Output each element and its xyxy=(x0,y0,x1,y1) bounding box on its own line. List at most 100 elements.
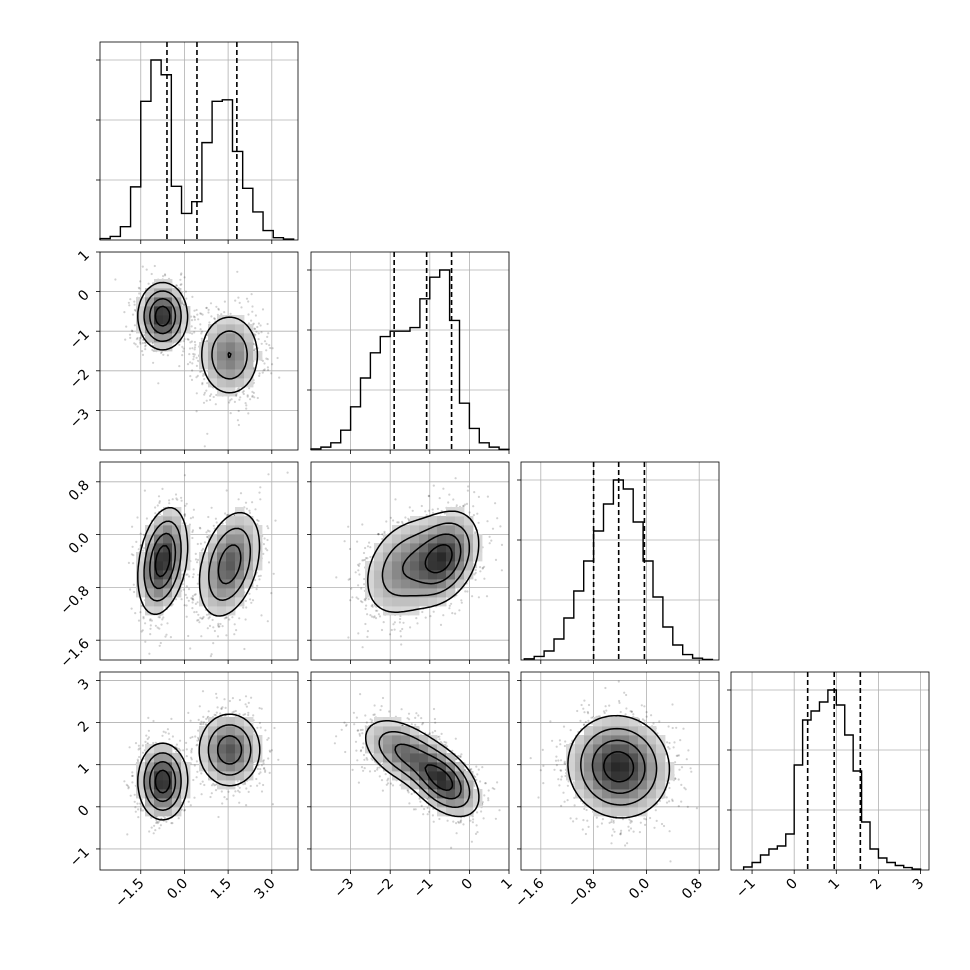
scatter-point xyxy=(231,711,234,714)
scatter-point xyxy=(192,598,195,602)
density-cell xyxy=(244,342,254,352)
scatter-point xyxy=(246,395,249,398)
scatter-point xyxy=(201,330,204,333)
density-cell xyxy=(226,588,236,598)
scatter-point xyxy=(253,349,256,352)
scatter-point xyxy=(237,409,240,413)
scatter-point xyxy=(185,615,188,618)
scatter-point xyxy=(209,655,212,658)
scatter-point xyxy=(179,739,182,742)
scatter-point xyxy=(125,325,128,328)
y-tick-label: 0.0 xyxy=(66,530,93,557)
scatter-point xyxy=(257,322,260,325)
scatter-point xyxy=(215,393,218,397)
scatter-point xyxy=(215,521,218,524)
scatter-point xyxy=(130,607,133,610)
scatter-point xyxy=(200,720,203,723)
density-cell xyxy=(235,333,245,343)
scatter-point xyxy=(270,592,273,595)
scatter-point xyxy=(237,387,240,390)
y-tick-label: 1 xyxy=(75,248,93,266)
scatter-point xyxy=(183,808,186,812)
density-cell xyxy=(181,552,191,562)
scatter-point xyxy=(245,705,248,708)
scatter-point xyxy=(209,394,212,398)
scatter-point xyxy=(141,751,145,754)
panel-area xyxy=(100,252,298,450)
scatter-point xyxy=(129,588,132,591)
density-cell xyxy=(217,342,227,352)
scatter-point xyxy=(248,509,251,512)
histogram-panel-3: −1 0 1 2 3 xyxy=(727,671,930,902)
density-cell xyxy=(181,315,191,325)
density-cell xyxy=(244,543,254,553)
scatter-point xyxy=(182,340,185,343)
density-cell xyxy=(145,552,155,562)
scatter-point xyxy=(181,583,184,586)
scatter-point xyxy=(223,796,226,799)
scatter-point xyxy=(152,523,155,526)
scatter-point xyxy=(182,347,185,350)
density-cell xyxy=(154,342,164,352)
scatter-point xyxy=(206,432,209,435)
density-cell xyxy=(172,552,182,562)
scatter-point xyxy=(265,342,268,345)
density-cell xyxy=(208,561,218,571)
density-cell xyxy=(136,306,146,316)
density-panel-0-2: −1.6−0.80.00.8 xyxy=(57,461,299,671)
scatter-point xyxy=(188,575,191,578)
scatter-point xyxy=(189,647,192,650)
scatter-point xyxy=(266,358,269,361)
scatter-point xyxy=(193,611,196,614)
scatter-point xyxy=(143,489,146,492)
scatter-point xyxy=(206,529,210,532)
scatter-point xyxy=(195,356,198,359)
scatter-point xyxy=(215,711,218,714)
scatter-point xyxy=(191,529,195,532)
scatter-point xyxy=(163,273,167,276)
scatter-point xyxy=(257,338,260,341)
scatter-point xyxy=(123,311,126,314)
scatter-point xyxy=(263,340,267,343)
scatter-point xyxy=(169,636,172,639)
scatter-point xyxy=(141,744,144,747)
density-cell xyxy=(226,342,236,352)
scatter-point xyxy=(205,531,208,534)
scatter-point xyxy=(202,401,206,404)
scatter-point xyxy=(196,558,200,562)
scatter-point xyxy=(133,303,136,306)
scatter-point xyxy=(223,311,226,314)
scatter-point xyxy=(251,310,254,313)
scatter-point xyxy=(213,317,216,320)
scatter-point xyxy=(259,498,262,501)
scatter-point xyxy=(207,617,210,620)
scatter-point xyxy=(190,378,194,381)
y-tick-label: −1.6 xyxy=(57,636,92,671)
y-tick-label: 0.8 xyxy=(66,477,93,504)
scatter-point xyxy=(266,549,269,552)
scatter-point xyxy=(201,780,204,783)
scatter-point xyxy=(182,588,185,591)
density-cell xyxy=(136,324,146,334)
scatter-point xyxy=(247,300,250,303)
scatter-point xyxy=(226,513,229,517)
density-cell xyxy=(226,570,236,580)
density-cell xyxy=(181,306,191,316)
scatter-point xyxy=(260,342,263,345)
scatter-point xyxy=(175,284,178,287)
scatter-point xyxy=(164,635,167,638)
scatter-point xyxy=(127,786,130,789)
scatter-point xyxy=(151,348,154,351)
scatter-point xyxy=(270,749,273,752)
scatter-point xyxy=(254,347,257,350)
scatter-point xyxy=(192,315,195,318)
density-cell xyxy=(226,333,236,343)
scatter-point xyxy=(193,348,196,351)
scatter-point xyxy=(150,816,153,819)
scatter-point xyxy=(195,364,198,367)
scatter-point xyxy=(191,369,194,372)
scatter-point xyxy=(264,729,267,732)
scatter-point xyxy=(196,582,199,585)
scatter-point xyxy=(210,784,214,787)
x-tick-label: −1 xyxy=(733,876,759,902)
